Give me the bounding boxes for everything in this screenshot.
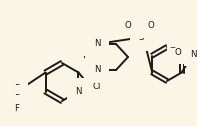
Text: F: F (14, 94, 19, 103)
Text: S: S (138, 34, 144, 42)
Text: N: N (94, 39, 100, 49)
Text: F: F (14, 84, 19, 93)
Text: O: O (125, 21, 131, 29)
Text: +: + (196, 48, 197, 53)
Text: F: F (14, 104, 19, 113)
Text: N: N (75, 87, 82, 96)
Text: N: N (190, 50, 197, 59)
Text: O: O (148, 21, 154, 29)
Text: −: − (170, 45, 176, 52)
Text: N: N (94, 66, 100, 74)
Text: Cl: Cl (92, 82, 101, 91)
Text: O: O (174, 48, 181, 57)
